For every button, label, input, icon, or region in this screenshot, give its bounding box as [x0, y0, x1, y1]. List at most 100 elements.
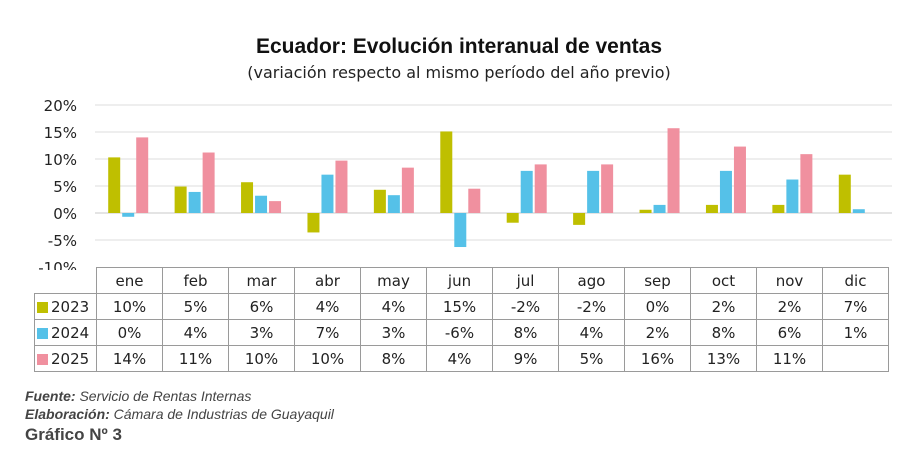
bar-2025-may [401, 167, 414, 213]
bar-2024-feb [188, 191, 201, 213]
bar-2023-feb [174, 186, 187, 213]
table-cell: 11% [756, 345, 823, 372]
table-cell: -6% [426, 319, 493, 346]
table-cell: 4% [294, 293, 361, 320]
table-cell: 6% [228, 293, 295, 320]
source-text: Servicio de Rentas Internas [75, 388, 252, 404]
table-cell: 4% [558, 319, 625, 346]
table-cell: 6% [756, 319, 823, 346]
bar-2024-jul [520, 170, 533, 213]
bar-2025-jul [534, 164, 547, 213]
table-cell: 10% [228, 345, 295, 372]
source-label: Fuente: [25, 388, 76, 404]
bar-2023-jul [506, 213, 519, 223]
table-cell: 2% [690, 293, 757, 320]
bar-2024-abr [321, 174, 334, 213]
table-cell: 7% [822, 293, 889, 320]
bar-2023-oct [705, 204, 718, 213]
y-tick-label: 20% [44, 97, 77, 115]
bar-2023-ago [573, 213, 586, 225]
table-header-cell: jul [492, 267, 559, 294]
table-cell: 4% [162, 319, 229, 346]
table-header-row: ene feb mar abr may jun jul ago sep oct … [34, 267, 889, 294]
table-cell: 14% [96, 345, 163, 372]
table-cell: 4% [360, 293, 427, 320]
table-cell: 0% [96, 319, 163, 346]
bar-2025-sep [667, 128, 680, 213]
table-cell: 8% [360, 345, 427, 372]
table-cell: 10% [96, 293, 163, 320]
chart-title: Ecuador: Evolución interanual de ventas [255, 35, 663, 58]
y-tick-label: 0% [53, 205, 77, 223]
bar-2025-ene [136, 137, 149, 213]
chart-subtitle: (variación respecto al mismo período del… [247, 63, 671, 82]
bar-2024-mar [255, 195, 268, 213]
legend-label: 2025 [51, 349, 90, 368]
table-cell: -2% [558, 293, 625, 320]
table-cell: 9% [492, 345, 559, 372]
bar-2024-ago [587, 170, 600, 213]
legend-swatch-2024 [37, 327, 48, 339]
bar-2024-jun [454, 213, 467, 248]
table-cell: 2% [624, 319, 691, 346]
legend-entry-2025: 2025 [34, 345, 97, 372]
table-cell: 3% [360, 319, 427, 346]
bar-2024-nov [786, 179, 799, 213]
bar-2025-ago [601, 164, 614, 213]
table-cell: 8% [492, 319, 559, 346]
table-header-cell: sep [624, 267, 691, 294]
legend-label: 2023 [51, 297, 90, 316]
table-cell: 10% [294, 345, 361, 372]
table-corner [34, 267, 97, 294]
bar-2023-abr [307, 213, 320, 233]
bar-2023-sep [639, 209, 652, 213]
table-row-2024: 2024 0% 4% 3% 7% 3% -6% 8% 4% 2% 8% 6% 1… [34, 319, 889, 346]
bar-2024-ene [122, 213, 135, 217]
table-cell: 0% [624, 293, 691, 320]
bar-plot: -10% -5% 0% 5% 10% 15% 20% [38, 97, 892, 270]
legend-swatch-2025 [37, 353, 48, 365]
bar-2024-dic [852, 209, 865, 213]
table-cell: 16% [624, 345, 691, 372]
y-tick-label: 5% [53, 178, 77, 196]
bar-2023-may [373, 189, 386, 213]
table-row-2025: 2025 14% 11% 10% 10% 8% 4% 9% 5% 16% 13%… [34, 345, 889, 372]
bar-2023-ene [108, 157, 121, 213]
bar-2024-may [387, 195, 400, 213]
legend-entry-2024: 2024 [34, 319, 97, 346]
bar-2024-sep [653, 204, 666, 213]
table-cell: 2% [756, 293, 823, 320]
table-header-cell: feb [162, 267, 229, 294]
bar-2023-nov [772, 204, 785, 213]
bar-2023-mar [241, 182, 254, 213]
legend-label: 2024 [51, 323, 90, 342]
elaboration-note: Elaboración: Cámara de Industrias de Gua… [25, 406, 334, 422]
table-cell: 8% [690, 319, 757, 346]
bar-2025-oct [733, 146, 746, 213]
figure-label: Gráfico Nº 3 [25, 425, 122, 444]
table-row-2023: 2023 10% 5% 6% 4% 4% 15% -2% -2% 0% 2% 2… [34, 293, 889, 320]
data-table: ene feb mar abr may jun jul ago sep oct … [34, 267, 889, 372]
table-header-cell: oct [690, 267, 757, 294]
bar-2025-jun [468, 188, 481, 213]
table-cell: 13% [690, 345, 757, 372]
table-cell: -2% [492, 293, 559, 320]
y-tick-label: -10% [38, 259, 77, 270]
source-note: Fuente: Servicio de Rentas Internas [25, 388, 251, 404]
table-header-cell: dic [822, 267, 889, 294]
y-tick-label: 15% [44, 124, 77, 142]
bar-2024-oct [719, 170, 732, 213]
table-header-cell: nov [756, 267, 823, 294]
table-cell: 3% [228, 319, 295, 346]
table-header-cell: jun [426, 267, 493, 294]
table-cell [822, 345, 889, 372]
bar-2025-feb [202, 152, 215, 213]
table-cell: 11% [162, 345, 229, 372]
bar-2023-dic [838, 174, 851, 213]
table-cell: 5% [558, 345, 625, 372]
elaboration-text: Cámara de Industrias de Guayaquil [109, 406, 334, 422]
table-header-cell: abr [294, 267, 361, 294]
legend-entry-2023: 2023 [34, 293, 97, 320]
table-cell: 5% [162, 293, 229, 320]
bar-2025-mar [269, 201, 282, 213]
